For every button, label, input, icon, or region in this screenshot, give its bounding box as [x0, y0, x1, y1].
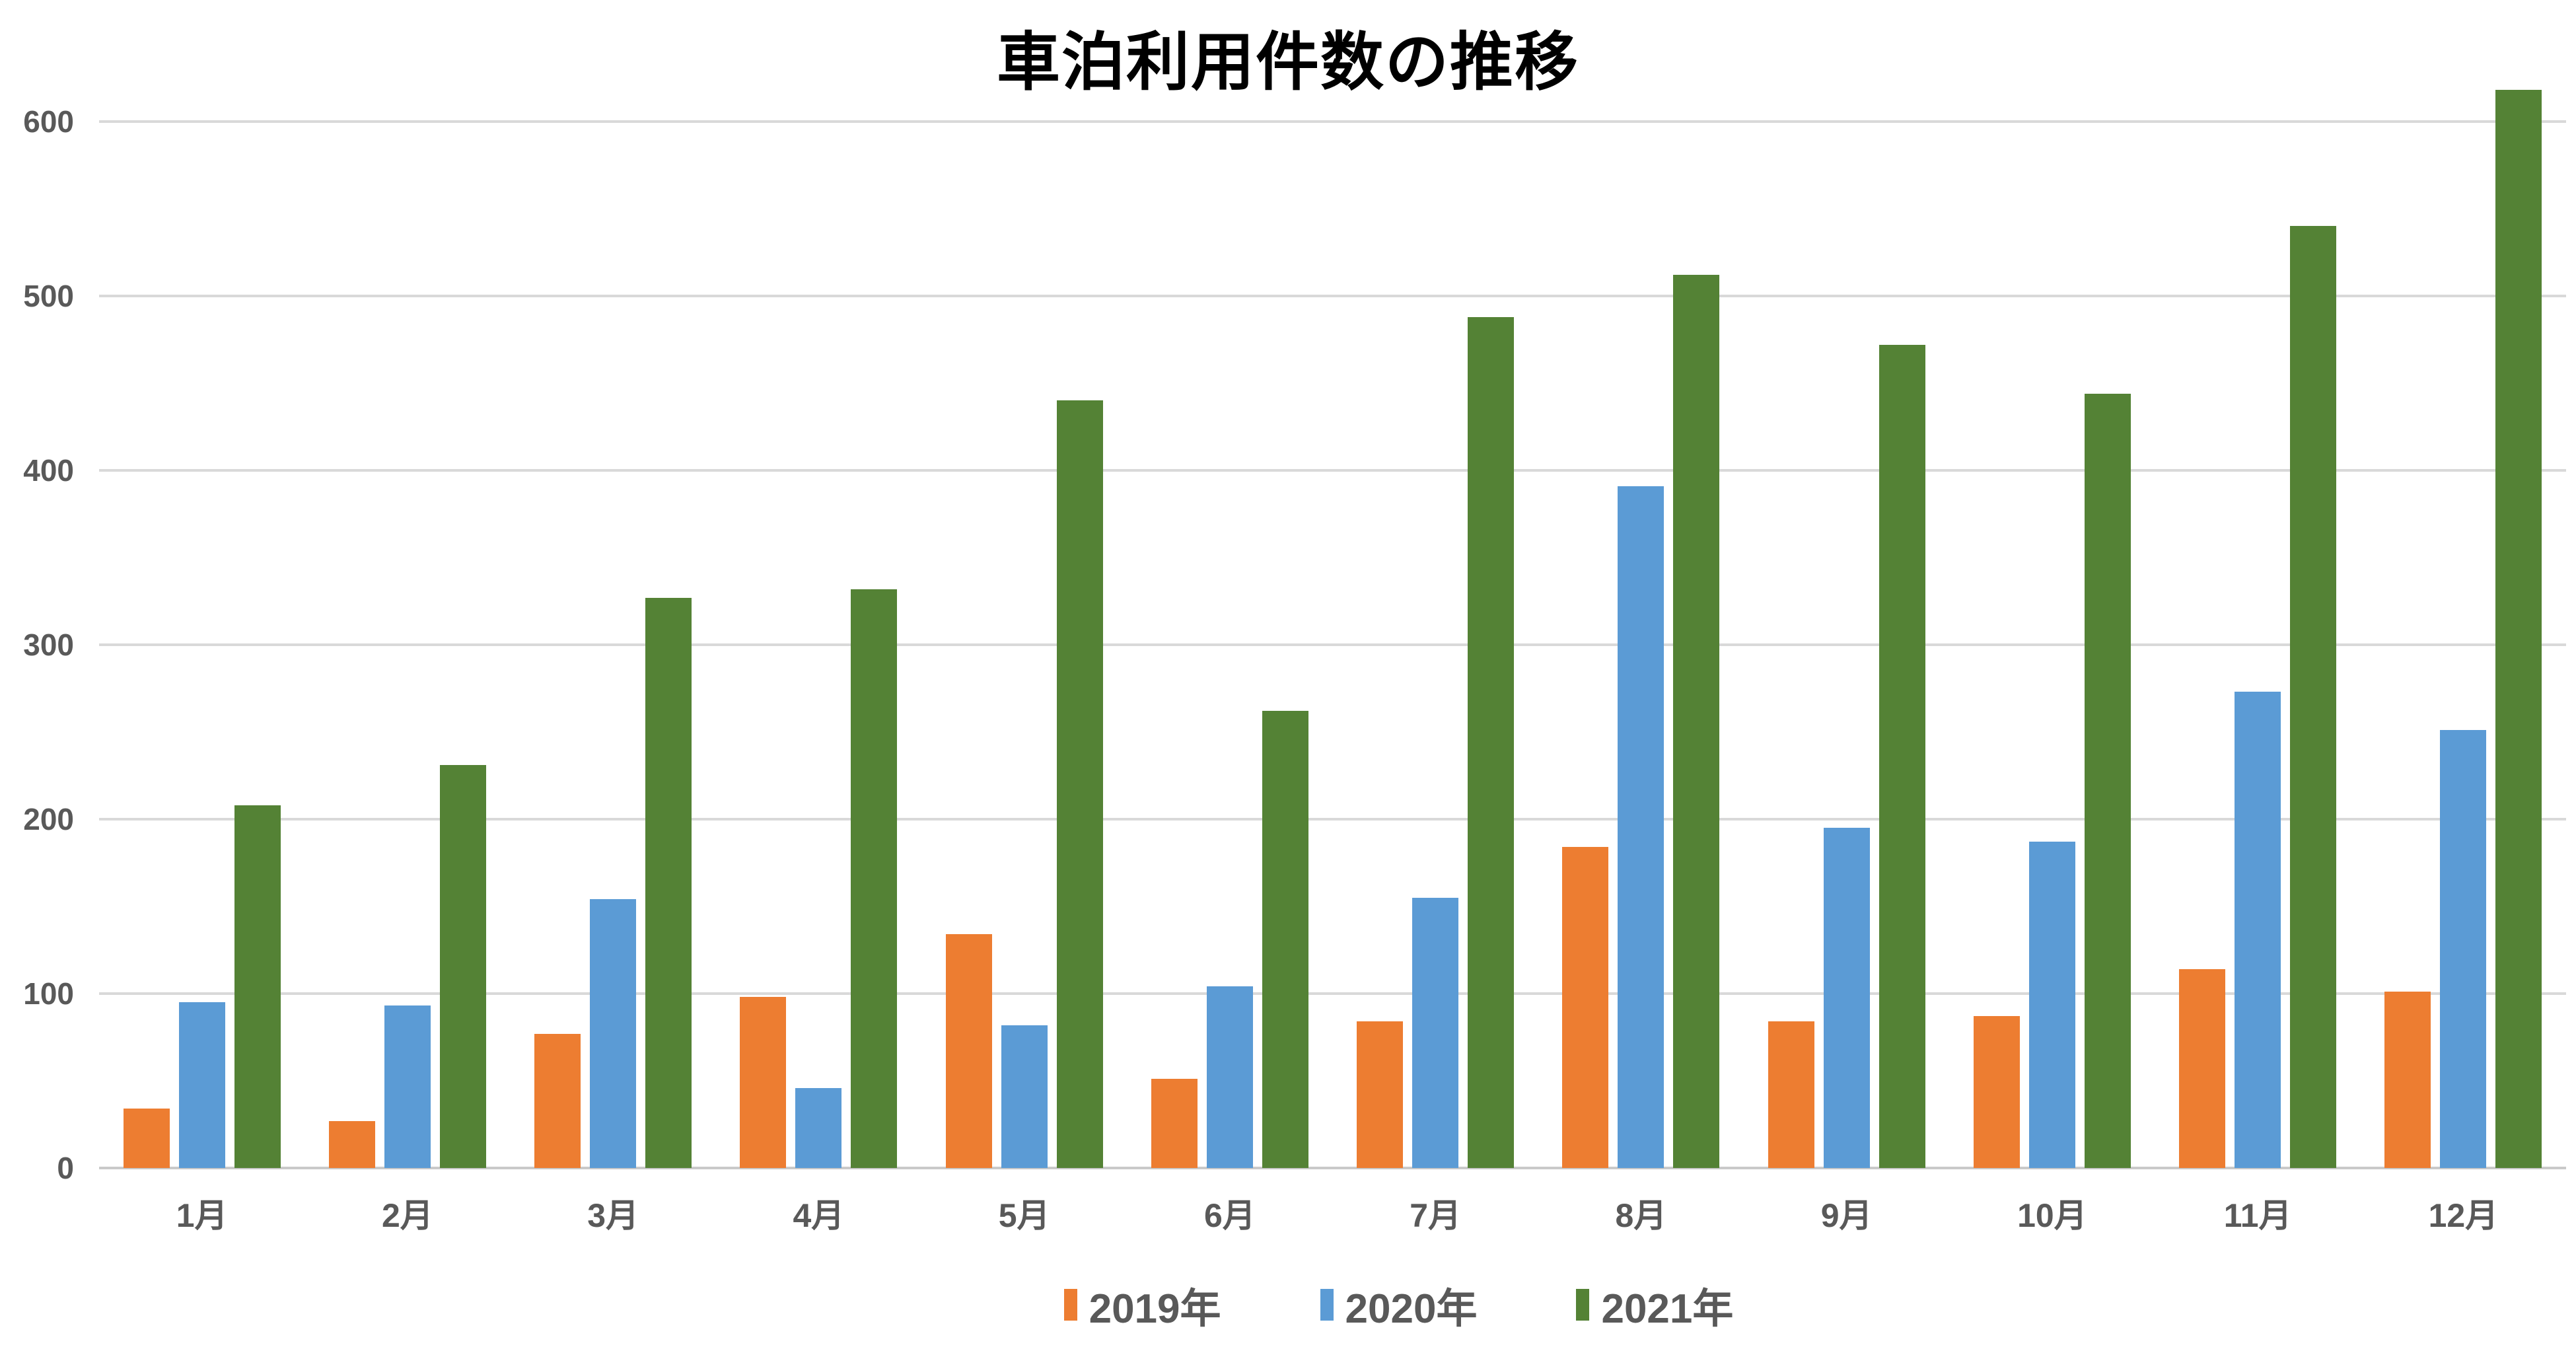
x-tick-label: 5月: [998, 1197, 1050, 1234]
bar-2019年-6月: [1151, 1079, 1198, 1168]
legend-marker-icon: [1063, 1289, 1077, 1321]
chart-title: 車泊利用件数の推移: [997, 27, 1579, 98]
bar-2020年-3月: [590, 899, 637, 1168]
bar-group-6月: [1127, 122, 1332, 1168]
x-tick-label: 3月: [587, 1197, 639, 1234]
bar-2020年-6月: [1206, 986, 1253, 1168]
legend-item-2021年: 2021年: [1576, 1275, 1733, 1334]
bar-2020年-7月: [1412, 897, 1459, 1168]
bar-group-12月: [2361, 90, 2566, 1168]
legend-item-2020年: 2020年: [1320, 1275, 1478, 1334]
gridline: [99, 992, 2566, 995]
x-tick-label: 6月: [1203, 1197, 1256, 1234]
bar-2019年-1月: [123, 1109, 170, 1168]
bar-2021年-3月: [645, 597, 692, 1168]
bar-2020年-4月: [795, 1087, 842, 1168]
bar-2021年-1月: [234, 805, 281, 1168]
gridline: [99, 469, 2566, 472]
x-tick-label: 9月: [1820, 1197, 1873, 1234]
y-tick-label: 600: [23, 104, 74, 139]
legend-marker-icon: [1576, 1289, 1590, 1321]
bar-2020年-2月: [384, 1005, 431, 1168]
bar-2021年-11月: [2290, 226, 2337, 1168]
gridline: [99, 643, 2566, 646]
bar-2019年-10月: [1973, 1016, 2020, 1168]
bar-2021年-12月: [2495, 90, 2542, 1168]
bar-2019年-9月: [1768, 1021, 1814, 1168]
y-tick-label: 500: [23, 279, 74, 313]
bar-2020年-1月: [178, 1002, 225, 1168]
bar-2021年-7月: [1468, 316, 1515, 1168]
bar-group-10月: [1949, 122, 2155, 1168]
legend-label: 2020年: [1345, 1286, 1478, 1332]
bar-2020年-5月: [1001, 1025, 1048, 1168]
y-tick-label: 200: [23, 802, 74, 836]
bar-group-5月: [921, 122, 1127, 1168]
bar-2020年-11月: [2235, 692, 2281, 1168]
legend-marker-icon: [1320, 1289, 1334, 1321]
legend: 2019年 2020年 2021年: [165, 1275, 2576, 1334]
legend-label: 2021年: [1601, 1286, 1734, 1332]
x-tick-label: 11月: [2223, 1197, 2292, 1234]
gridline: [99, 295, 2566, 297]
bar-2020年-12月: [2440, 730, 2487, 1168]
bar-2020年-9月: [1823, 828, 1870, 1168]
bar-group-9月: [1744, 122, 1949, 1168]
x-axis: 1月 2月 3月 4月 5月 6月 7月 8月 9月 10月 11月 12月: [99, 1189, 2566, 1237]
bar-2021年-8月: [1673, 275, 1720, 1168]
y-tick-label: 300: [23, 628, 74, 662]
bar-2019年-2月: [328, 1120, 375, 1168]
bar-2021年-2月: [439, 765, 486, 1168]
gridline: [99, 818, 2566, 821]
bar-2021年-10月: [2084, 393, 2131, 1168]
x-tick-label: 4月: [793, 1197, 845, 1234]
x-tick-label: 12月: [2428, 1197, 2499, 1234]
bar-2019年-8月: [1562, 847, 1609, 1168]
bar-group-2月: [304, 122, 510, 1168]
x-tick-label: 8月: [1615, 1197, 1667, 1234]
y-tick-label: 400: [23, 453, 74, 488]
bar-group-8月: [1538, 122, 1744, 1168]
plot-area: [99, 90, 2566, 1169]
bar-2019年-3月: [534, 1033, 581, 1168]
bar-group-1月: [99, 122, 304, 1168]
bar-2019年-4月: [740, 997, 787, 1168]
bar-group-7月: [1333, 122, 1538, 1168]
y-tick-label: 100: [23, 976, 74, 1011]
bar-group-4月: [716, 122, 921, 1168]
bar-2021年-4月: [851, 589, 898, 1168]
x-tick-label: 7月: [1410, 1197, 1462, 1234]
bar-2021年-9月: [1878, 344, 1925, 1168]
bar-2021年-6月: [1262, 711, 1308, 1168]
x-axis-line: [99, 1167, 2566, 1169]
bar-2020年-8月: [1618, 486, 1664, 1168]
x-tick-label: 2月: [381, 1197, 433, 1234]
bar-groups: [99, 90, 2566, 1168]
legend-item-2019年: 2019年: [1063, 1275, 1221, 1334]
x-tick-label: 10月: [2017, 1197, 2087, 1234]
gridline: [99, 120, 2566, 123]
bar-2021年-5月: [1056, 400, 1103, 1168]
bar-2019年-7月: [1357, 1021, 1404, 1168]
legend-label: 2019年: [1089, 1286, 1221, 1332]
bar-2019年-5月: [945, 934, 992, 1168]
bar-2019年-12月: [2384, 992, 2431, 1168]
bar-group-11月: [2155, 122, 2361, 1168]
bar-2019年-11月: [2179, 969, 2226, 1168]
bar-group-3月: [511, 122, 716, 1168]
x-tick-label: 1月: [176, 1197, 228, 1234]
y-tick-label: 0: [57, 1151, 74, 1185]
bar-2020年-10月: [2028, 842, 2075, 1168]
